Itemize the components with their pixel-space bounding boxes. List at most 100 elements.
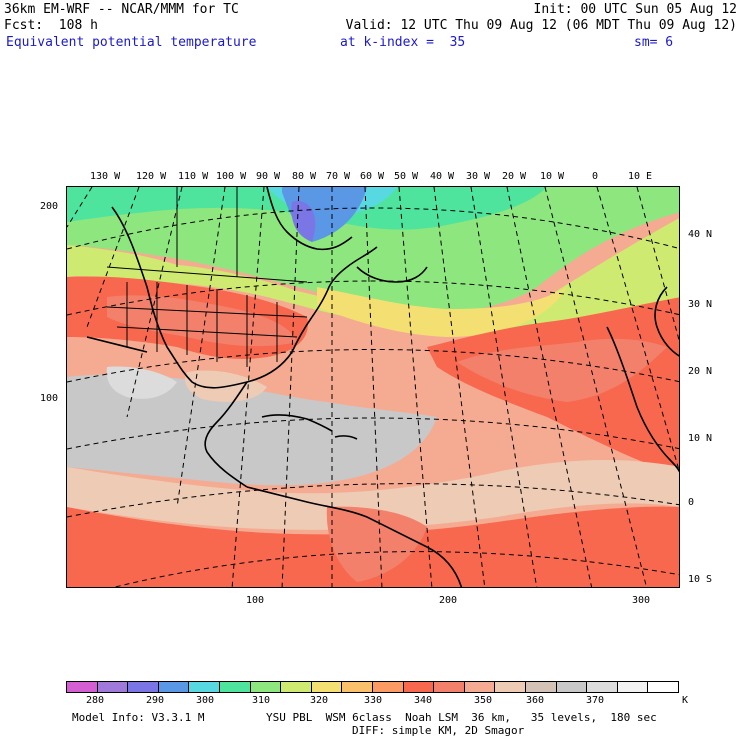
model-info: Model Info: V3.3.1 M bbox=[72, 711, 205, 724]
colorbar-swatch bbox=[311, 682, 343, 692]
lon-label: 50 W bbox=[394, 171, 419, 182]
colorbar-swatch bbox=[97, 682, 129, 692]
colorbar-swatch bbox=[648, 682, 678, 692]
lon-label: 0 bbox=[592, 171, 599, 182]
lat-30 bbox=[67, 280, 679, 316]
colorbar-label: 340 bbox=[414, 695, 433, 706]
lon-80w bbox=[281, 187, 300, 587]
field-light-yellow bbox=[317, 287, 567, 337]
field-us-salmon bbox=[107, 295, 297, 347]
colorbar-swatch bbox=[219, 682, 251, 692]
hudson-bay bbox=[266, 187, 353, 251]
lon-20w bbox=[506, 187, 593, 587]
lon-110w bbox=[126, 187, 183, 418]
lon-label: 40 W bbox=[430, 171, 455, 182]
hispaniola bbox=[334, 435, 358, 440]
color-scale-bar bbox=[66, 681, 679, 693]
colorbar-swatch bbox=[158, 682, 190, 692]
grid-x-tick: 300 bbox=[632, 595, 651, 606]
colorbar-unit: K bbox=[682, 695, 689, 706]
lon-10w bbox=[544, 187, 648, 587]
lon-50w bbox=[398, 187, 433, 587]
lon-label: 10 E bbox=[628, 171, 653, 182]
lon-label: 10 W bbox=[540, 171, 565, 182]
colorbar-swatch bbox=[189, 682, 220, 692]
lon-label: 130 W bbox=[90, 171, 121, 182]
smoothing: sm= 6 bbox=[634, 35, 674, 50]
latlon-grid bbox=[67, 187, 679, 587]
lon-120w bbox=[86, 187, 140, 328]
k-index: at k-index = 35 bbox=[340, 35, 466, 50]
lon-label: 30 W bbox=[466, 171, 491, 182]
colorbar-label: 330 bbox=[364, 695, 383, 706]
grid-y-tick: 100 bbox=[40, 393, 59, 404]
colorbar-swatch bbox=[281, 682, 312, 692]
lat-10 bbox=[67, 417, 679, 450]
lat-label: 20 N bbox=[688, 366, 713, 377]
field-purple-patch bbox=[291, 201, 316, 242]
colorbar-label: 350 bbox=[474, 695, 493, 706]
colorbar-swatch bbox=[403, 682, 435, 692]
valid-time: Valid: 12 UTC Thu 09 Aug 12 (06 MDT Thu … bbox=[345, 18, 737, 33]
africa-coast bbox=[606, 326, 679, 473]
lat-40 bbox=[67, 207, 679, 250]
central-america bbox=[204, 381, 248, 488]
lon-130w bbox=[67, 187, 93, 228]
lat-s10 bbox=[113, 551, 679, 587]
political-borders bbox=[106, 187, 308, 367]
colorbar-swatch bbox=[434, 682, 465, 692]
physics-info: YSU PBL WSM 6class Noah LSM 36 km, 35 le… bbox=[266, 711, 657, 724]
lon-label: 70 W bbox=[326, 171, 351, 182]
colorbar-swatch bbox=[495, 682, 526, 692]
lon-30w bbox=[470, 187, 538, 587]
field-caribbean-grey bbox=[67, 374, 437, 486]
lon-label: 110 W bbox=[178, 171, 209, 182]
lon-90w bbox=[231, 187, 265, 587]
colorbar-swatch bbox=[617, 682, 649, 692]
colorbar-label: 280 bbox=[86, 695, 105, 706]
field-atlantic-salmon bbox=[457, 338, 667, 402]
colorbar-label: 300 bbox=[196, 695, 215, 706]
colorbar-label: 360 bbox=[526, 695, 545, 706]
lon-10e bbox=[636, 187, 679, 342]
colorbar-swatch bbox=[525, 682, 557, 692]
grid-x-tick: 200 bbox=[439, 595, 458, 606]
lat-20 bbox=[67, 349, 679, 383]
model-title: 36km EM-WRF -- NCAR/MMM for TC bbox=[4, 2, 239, 17]
colorbar-swatch bbox=[587, 682, 618, 692]
diffusion-info: DIFF: simple KM, 2D Smagor bbox=[352, 724, 525, 737]
us-mexico-border bbox=[86, 336, 148, 353]
lat-label: 30 N bbox=[688, 299, 713, 310]
forecast-hour: Fcst: 108 h bbox=[4, 18, 98, 33]
colorbar-label: 370 bbox=[586, 695, 605, 706]
newfoundland bbox=[356, 266, 428, 283]
lon-label: 80 W bbox=[292, 171, 317, 182]
colorbar-swatch bbox=[342, 682, 373, 692]
lat-label: 40 N bbox=[688, 229, 713, 240]
colorbar-label: 290 bbox=[146, 695, 165, 706]
colorbar-swatch bbox=[128, 682, 159, 692]
lon-label: 20 W bbox=[502, 171, 527, 182]
field-name: Equivalent potential temperature bbox=[6, 35, 257, 50]
field-mexico-light bbox=[106, 366, 177, 399]
lon-60w bbox=[364, 187, 383, 587]
lat-label: 10 S bbox=[688, 574, 713, 585]
east-coast bbox=[311, 246, 378, 318]
colorbar-swatch bbox=[556, 682, 588, 692]
lat-0 bbox=[67, 483, 679, 518]
init-time: Init: 00 UTC Sun 05 Aug 12 bbox=[533, 2, 738, 17]
map-canvas bbox=[67, 187, 679, 587]
lon-label: 60 W bbox=[360, 171, 385, 182]
cuba bbox=[261, 414, 333, 432]
grid-x-tick: 100 bbox=[246, 595, 265, 606]
iberia-coast bbox=[654, 286, 679, 357]
lat-label: 10 N bbox=[688, 433, 713, 444]
lat-label: 0 bbox=[688, 497, 695, 508]
colorbar-swatch bbox=[67, 682, 98, 692]
lon-40w bbox=[433, 187, 486, 587]
colorbar-swatch bbox=[464, 682, 496, 692]
lon-label: 120 W bbox=[136, 171, 167, 182]
lon-label: 90 W bbox=[256, 171, 281, 182]
colorbar-swatch bbox=[250, 682, 282, 692]
theta-e-map bbox=[66, 186, 680, 588]
